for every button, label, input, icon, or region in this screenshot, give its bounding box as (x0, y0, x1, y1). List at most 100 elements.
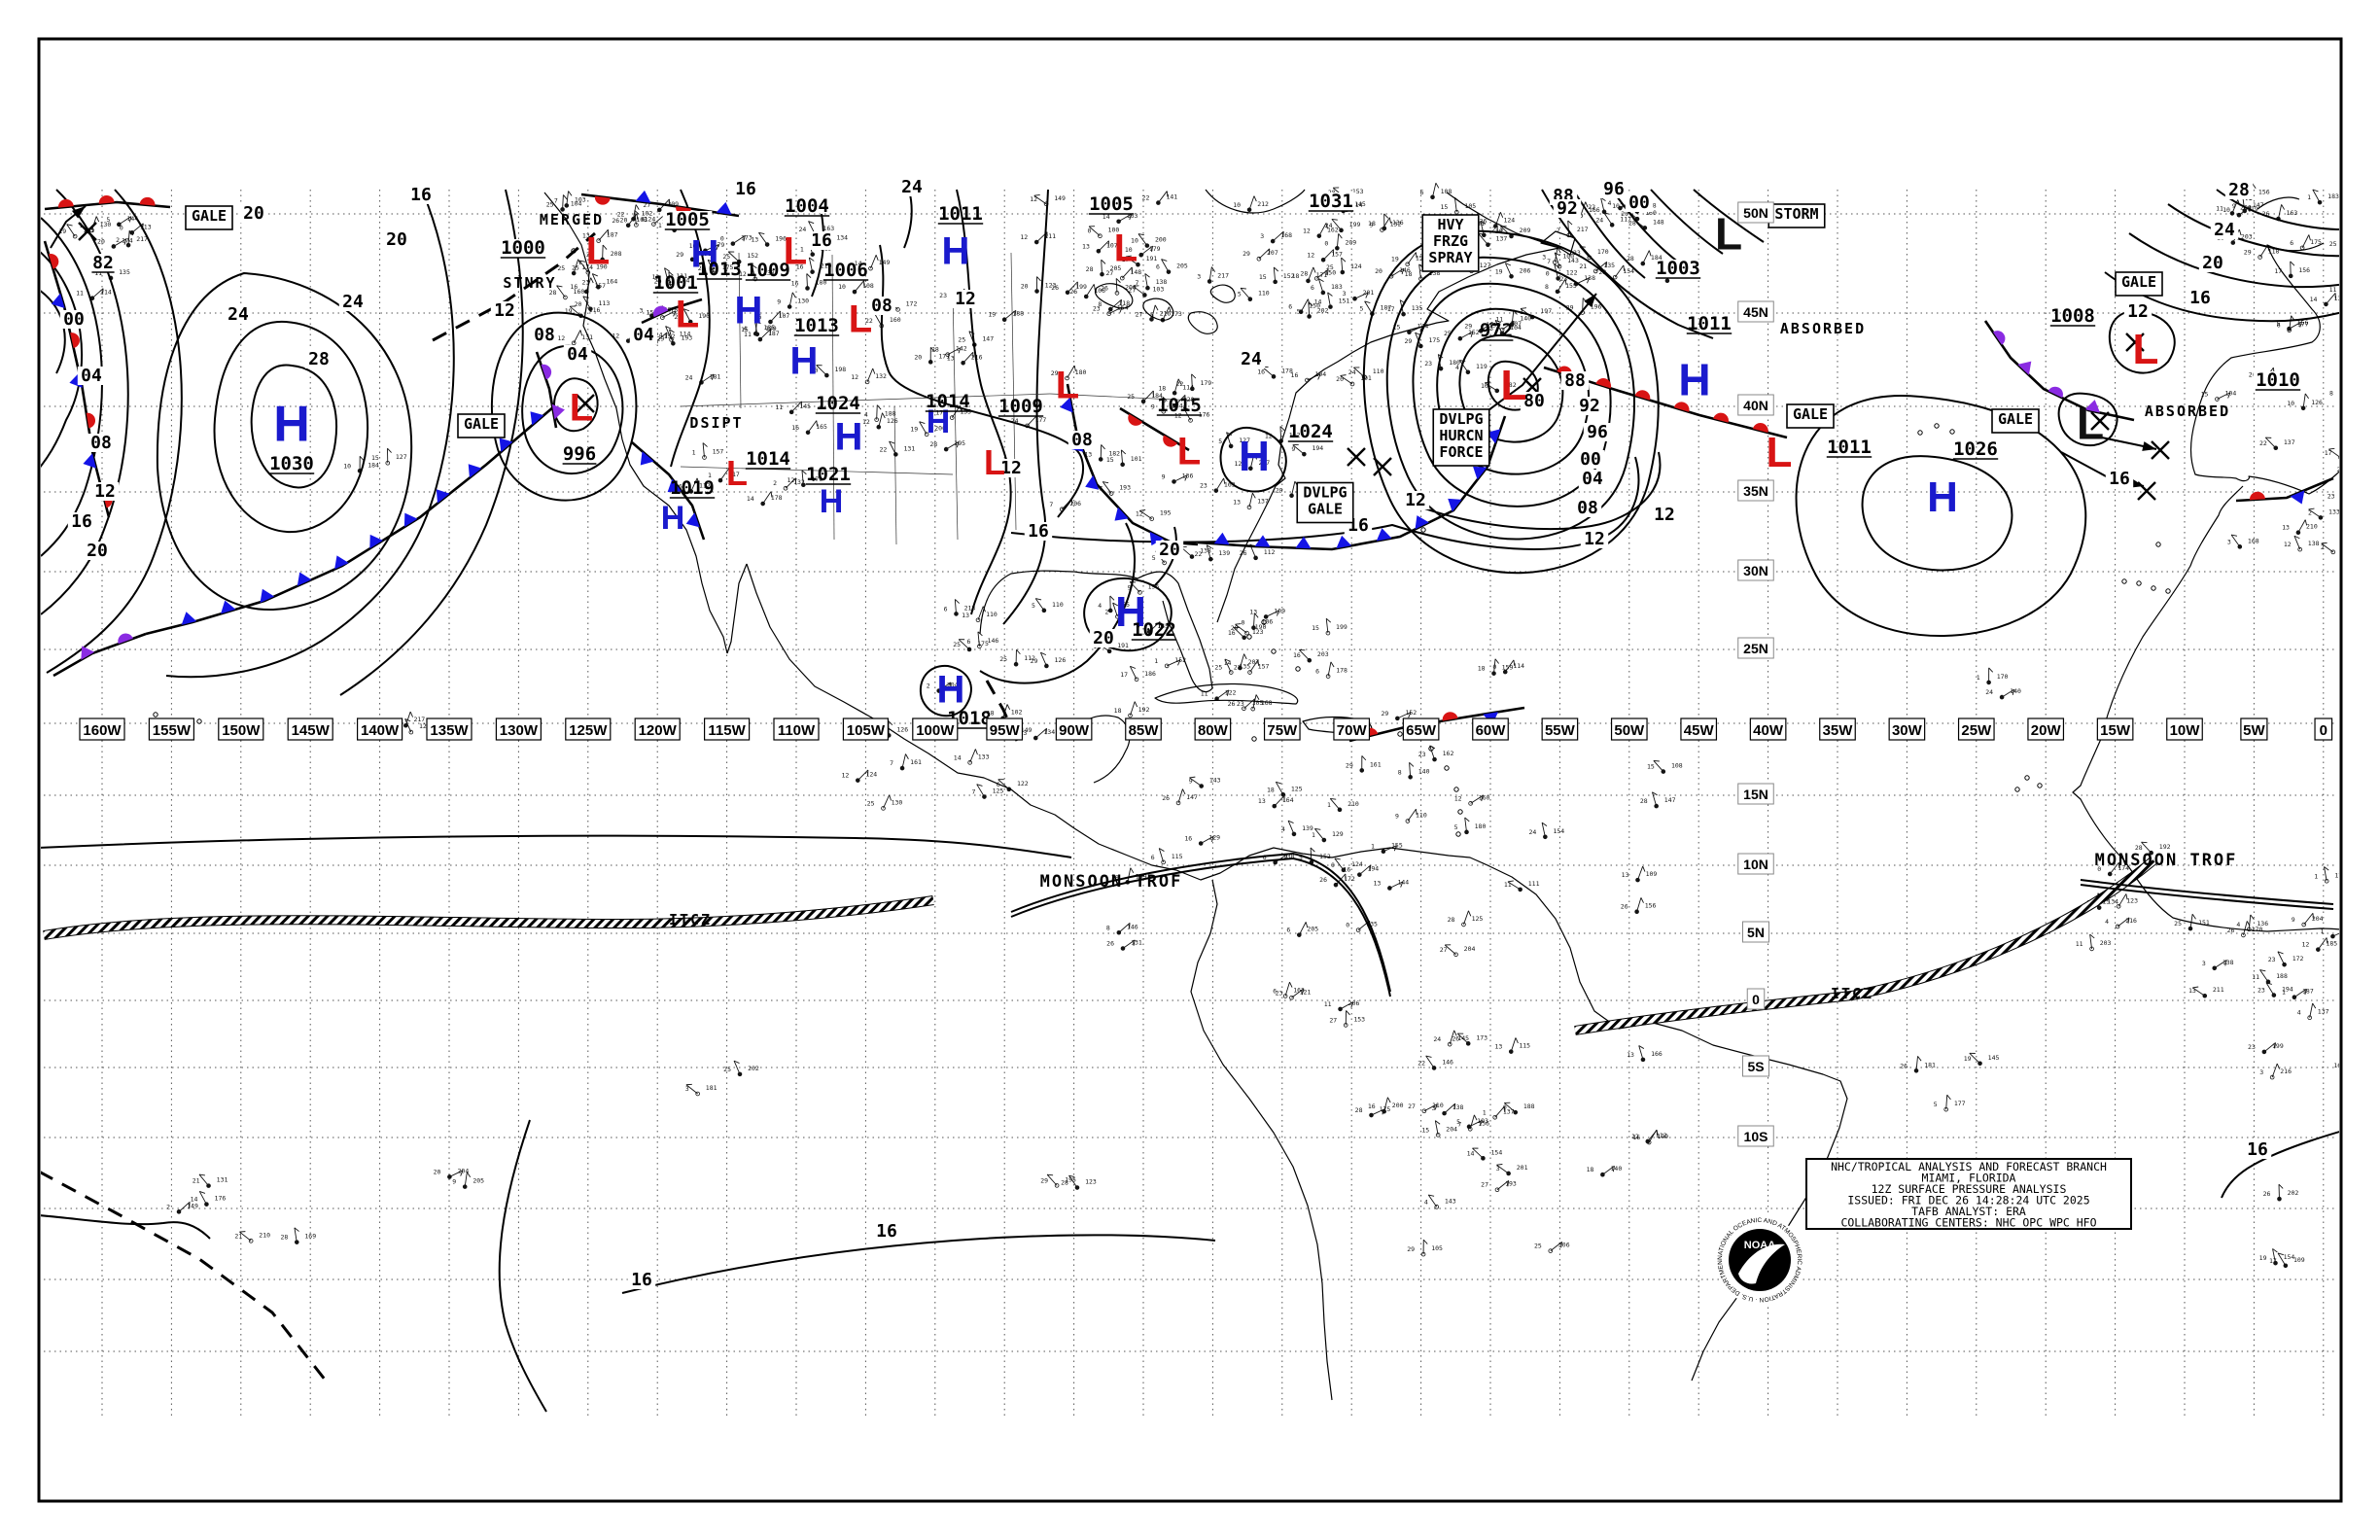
station-pressure: 138 (2222, 959, 2234, 966)
station-temp: 25 (1214, 664, 1222, 672)
wind-barb-tick (875, 255, 879, 262)
station-pressure: 154 (1623, 267, 1634, 275)
map-label: 28 (308, 349, 330, 369)
station-temp: 19 (910, 426, 918, 434)
wind-barb (582, 296, 591, 310)
pressure-center-low: L (984, 442, 1005, 482)
low-symbol: L (2133, 326, 2159, 373)
station-temp: 23 (939, 292, 947, 299)
wind-barb-tick (770, 491, 773, 498)
station-plot: 4 119 (1455, 360, 1488, 375)
station-plot: 13 107 (1082, 240, 1118, 254)
station-pressure: 147 (1186, 793, 1198, 801)
station-temp: 11 (2252, 973, 2259, 981)
station-plot: 5 110 (1238, 287, 1270, 301)
station-plot: 13 216 (947, 351, 983, 366)
station-pressure: 149 (879, 259, 891, 266)
wind-barb-tick (1210, 266, 1216, 272)
station-plot: 15 105 (1440, 196, 1476, 215)
station-pressure: 138 (1584, 274, 1595, 282)
station-temp: 9 (777, 298, 781, 305)
station-pressure: 122 (1017, 780, 1029, 788)
map-label: 88 (1564, 370, 1586, 391)
station-temp: 10 (343, 462, 351, 470)
station-temp: 26 (1101, 284, 1108, 292)
wind-barb (854, 280, 864, 293)
station-temp: 16 (1291, 371, 1299, 379)
station-pressure: 137 (1257, 498, 1269, 506)
isobar-label: 04 (563, 344, 592, 365)
wind-barb (562, 194, 564, 210)
station-temp: 11 (775, 403, 783, 411)
station-pressure: 102 (642, 209, 653, 217)
isobar-line (956, 189, 1012, 615)
station-pressure: 198 (834, 366, 846, 373)
wind-barb (759, 329, 771, 340)
wind-barb-tick (1331, 218, 1338, 221)
warning-box-text: GALE (1793, 405, 1828, 423)
station-plot: 10 209 (1495, 226, 1530, 239)
station-plot: 12 211 (1020, 231, 1056, 245)
isobar-line (2057, 392, 2118, 447)
station-pressure: 193 (2354, 239, 2365, 247)
annotation-monsoon-trof: MONSOON TROF (1040, 872, 1183, 892)
wind-barb-tick (1129, 214, 1133, 221)
station-pressure: 172 (2292, 955, 2304, 962)
station-temp: 25 (557, 264, 565, 272)
island (1934, 423, 1940, 429)
wind-barb (664, 267, 669, 283)
isobar-label: 04 (629, 325, 658, 345)
isobar-label: 12 (490, 300, 519, 321)
isobar-label: 24 (897, 177, 927, 197)
longitude-label: 55W (1541, 718, 1579, 741)
station-pressure: 152 (1405, 709, 1417, 717)
center-pressure-value: 1006 (822, 260, 869, 281)
station-pressure: 179 (1200, 379, 1211, 387)
wind-barb-tick (696, 477, 700, 484)
station-pressure: 138 (2308, 540, 2320, 547)
station-plot: 23 104 (1486, 320, 1522, 336)
wind-barb-tick (1240, 287, 1246, 290)
station-plot: 29 175 (1405, 332, 1440, 349)
station-plot: 7 103 (554, 191, 586, 208)
station-temp: 29 (1040, 1176, 1048, 1184)
station-temp: 3 (2352, 425, 2356, 433)
station-pressure: 203 (1317, 650, 1329, 658)
station-dot (2364, 559, 2368, 563)
station-temp: 2 (166, 1203, 170, 1210)
longitude-label-text: 40W (1753, 722, 1784, 739)
station-pressure: 111 (1528, 880, 1540, 888)
station-pressure: 109 (2293, 1256, 2305, 1264)
low-symbol: L (570, 386, 593, 429)
island (1295, 666, 1301, 672)
longitude-label: 5W (2240, 718, 2268, 741)
station-pressure: 171 (2358, 1061, 2369, 1068)
longitude-label-text: 120W (639, 722, 678, 739)
isobar-label: 82 (88, 253, 118, 273)
station-pressure: 180 (1449, 359, 1460, 367)
station-temp: 22 (1588, 203, 1595, 211)
map-label: 1030 (269, 453, 314, 474)
wind-barb-tick (1415, 252, 1418, 259)
station-dot (2366, 304, 2370, 308)
station-pressure: 170 (811, 475, 822, 483)
wind-barb-tick (702, 442, 708, 447)
station-temp: 2 (1104, 608, 1108, 615)
station-temp: 26 (1319, 876, 1327, 884)
station-pressure: 206 (1520, 266, 1531, 274)
wind-barb (585, 277, 592, 293)
station-pressure: 105 (1252, 699, 1264, 707)
station-pressure: 194 (1367, 865, 1379, 873)
wind-barb-tick (636, 213, 639, 220)
wind-barb (947, 347, 962, 356)
station-temp: 13 (1374, 879, 1382, 887)
wind-barb (732, 234, 746, 245)
map-label: 1013 (697, 259, 742, 280)
longitude-label: 150W (218, 718, 264, 741)
station-plot: 22 190 (674, 308, 710, 325)
high-symbol: H (835, 415, 863, 458)
station-temp: 0 (1546, 269, 1550, 277)
station-temp: 13 (1082, 242, 1090, 250)
wind-barb (876, 404, 878, 420)
wind-barb-tick (958, 347, 962, 354)
